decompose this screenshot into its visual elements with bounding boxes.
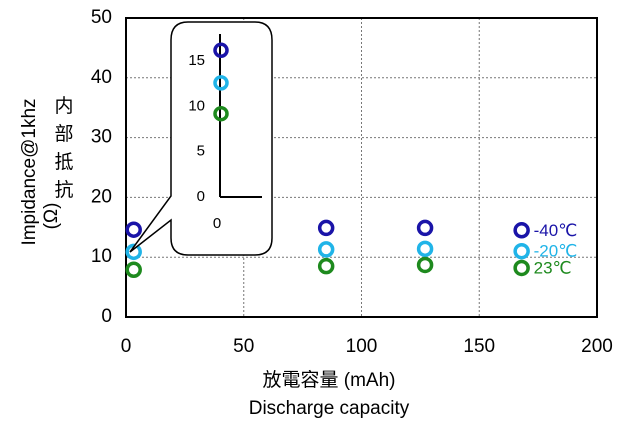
series-label: -40℃ xyxy=(534,221,578,240)
x-tick-label: 0 xyxy=(121,336,132,357)
inset-callout: 0 5 10 15 0 xyxy=(129,21,273,256)
y-axis-label-en: Impidance@1khz xyxy=(19,98,40,245)
inset-y-tick-label: 15 xyxy=(188,52,205,69)
y-tick-label: 50 xyxy=(91,7,112,28)
y-axis-label-jp-3: 抵 xyxy=(54,151,73,173)
y-axis-label-jp-4: 抗 xyxy=(54,179,73,201)
data-point xyxy=(317,219,335,237)
x-axis-ticks: 0 50 100 150 200 xyxy=(121,336,613,357)
y-tick-label: 10 xyxy=(91,246,112,267)
data-point xyxy=(513,259,530,277)
x-tick-label: 100 xyxy=(346,336,378,357)
data-point xyxy=(125,243,142,261)
inset-points xyxy=(213,42,229,122)
data-point xyxy=(317,241,335,258)
y-axis-label-jp-1: 内 xyxy=(54,95,73,117)
y-tick-label: 20 xyxy=(91,186,112,207)
data-point xyxy=(125,261,142,279)
inset-y-tick-label: 5 xyxy=(197,143,205,160)
inset-data-point xyxy=(213,42,229,59)
inset-x-tick-label: 0 xyxy=(213,215,221,232)
x-tick-label: 150 xyxy=(463,336,495,357)
plot-frame xyxy=(125,17,598,318)
data-point xyxy=(416,219,434,237)
data-point xyxy=(317,257,335,275)
y-tick-label: 30 xyxy=(91,127,112,148)
data-points xyxy=(125,219,530,279)
data-point xyxy=(513,222,530,239)
y-tick-label: 40 xyxy=(91,67,112,88)
data-point xyxy=(125,221,142,238)
series-label: -20℃ xyxy=(534,242,578,261)
data-point xyxy=(513,242,530,260)
y-axis-ticks: 0 10 20 30 40 50 xyxy=(91,7,112,327)
y-axis-label-jp-2: 部 xyxy=(54,123,73,145)
inset-data-point xyxy=(213,75,229,91)
inset-y-tick-label: 10 xyxy=(188,97,205,114)
inset-data-point xyxy=(213,105,229,122)
y-tick-label: 0 xyxy=(101,306,112,327)
x-axis-label-en: Discharge capacity xyxy=(249,398,410,419)
series-label: 23℃ xyxy=(534,258,572,277)
x-tick-label: 50 xyxy=(233,336,254,357)
x-axis-label-jp: 放電容量 (mAh) xyxy=(262,369,395,391)
data-point xyxy=(416,256,434,274)
y-axis-label-unit: (Ω) xyxy=(41,203,62,230)
inset-y-tick-label: 0 xyxy=(197,188,205,205)
x-tick-label: 200 xyxy=(581,336,613,357)
data-point xyxy=(416,240,434,258)
series-labels: -40℃ -20℃23℃ xyxy=(534,221,578,278)
inset-ticks: 0 5 10 15 0 xyxy=(188,52,221,232)
